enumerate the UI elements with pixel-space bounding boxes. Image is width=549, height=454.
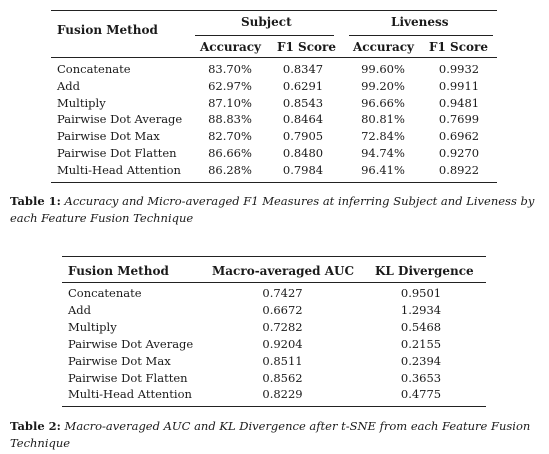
method-cell: Pairwise Dot Flatten bbox=[68, 370, 188, 385]
caption-label: Table 2: bbox=[10, 419, 61, 433]
method-cell: Add bbox=[57, 78, 81, 93]
kl-divergence-cell: 0.2155 bbox=[400, 336, 442, 351]
header-macro-auc: Macro-averaged AUC bbox=[212, 264, 355, 278]
header-fusion-method: Fusion Method bbox=[68, 264, 169, 278]
macro-auc-cell: 0.8511 bbox=[262, 353, 303, 368]
bottom-rule bbox=[51, 182, 497, 184]
liveness-f1-cell: 0.9270 bbox=[438, 146, 480, 160]
subject-accuracy-cell: 88.83% bbox=[208, 112, 252, 127]
method-cell: Concatenate bbox=[68, 286, 142, 300]
liveness-cmidrule bbox=[349, 35, 493, 36]
liveness-f1-cell: 0.9911 bbox=[438, 78, 480, 93]
table-1-caption: Table 1: Accuracy and Micro-averaged F1 … bbox=[10, 193, 543, 227]
method-cell: Multi-Head Attention bbox=[57, 162, 181, 177]
subject-cmidrule bbox=[195, 35, 334, 36]
header-subject: Subject bbox=[241, 15, 292, 29]
subject-f1-cell: 0.8347 bbox=[282, 62, 324, 76]
subject-f1-cell: 0.7984 bbox=[282, 162, 324, 177]
macro-auc-cell: 0.7282 bbox=[262, 319, 303, 334]
kl-divergence-cell: 1.2934 bbox=[400, 302, 442, 317]
kl-divergence-cell: 0.2394 bbox=[400, 353, 442, 368]
liveness-f1-cell: 0.9932 bbox=[438, 62, 480, 76]
method-cell: Multi-Head Attention bbox=[68, 387, 192, 402]
header-liveness-f1: F1 Score bbox=[429, 40, 488, 54]
macro-auc-cell: 0.9204 bbox=[262, 336, 303, 351]
kl-divergence-cell: 0.3653 bbox=[400, 370, 442, 385]
header-rule bbox=[51, 57, 497, 58]
subject-accuracy-cell: 62.97% bbox=[208, 78, 252, 93]
macro-auc-cell: 0.8562 bbox=[262, 370, 303, 385]
liveness-accuracy-cell: 96.66% bbox=[361, 95, 405, 110]
liveness-f1-cell: 0.6962 bbox=[438, 129, 480, 144]
header-liveness-accuracy: Accuracy bbox=[353, 40, 415, 54]
top-rule bbox=[62, 256, 486, 258]
method-cell: Pairwise Dot Max bbox=[68, 353, 171, 368]
liveness-accuracy-cell: 72.84% bbox=[361, 129, 405, 144]
method-cell: Concatenate bbox=[57, 62, 131, 76]
subject-f1-cell: 0.8480 bbox=[282, 146, 324, 160]
kl-divergence-cell: 0.5468 bbox=[400, 319, 442, 334]
method-cell: Multiply bbox=[57, 95, 106, 110]
liveness-accuracy-cell: 99.20% bbox=[361, 78, 405, 93]
subject-accuracy-cell: 86.28% bbox=[208, 162, 252, 177]
caption-label: Table 1: bbox=[10, 194, 61, 208]
macro-auc-cell: 0.8229 bbox=[262, 387, 303, 402]
header-subject-f1: F1 Score bbox=[277, 40, 336, 54]
caption-text: Macro-averaged AUC and KL Divergence aft… bbox=[10, 419, 531, 450]
subject-f1-cell: 0.8464 bbox=[282, 112, 324, 127]
method-cell: Pairwise Dot Average bbox=[68, 336, 194, 351]
top-rule bbox=[51, 10, 497, 12]
caption-text: Accuracy and Micro-averaged F1 Measures … bbox=[10, 194, 535, 225]
subject-accuracy-cell: 87.10% bbox=[208, 95, 252, 110]
table-2-caption: Table 2: Macro-averaged AUC and KL Diver… bbox=[10, 418, 543, 452]
liveness-accuracy-cell: 80.81% bbox=[361, 112, 405, 127]
method-cell: Multiply bbox=[68, 319, 117, 334]
subject-f1-cell: 0.6291 bbox=[282, 78, 324, 93]
method-cell: Pairwise Dot Average bbox=[57, 112, 183, 127]
method-cell: Pairwise Dot Max bbox=[57, 129, 160, 144]
liveness-accuracy-cell: 99.60% bbox=[361, 62, 405, 76]
liveness-accuracy-cell: 94.74% bbox=[361, 146, 405, 160]
header-kl-divergence: KL Divergence bbox=[375, 264, 474, 278]
method-cell: Pairwise Dot Flatten bbox=[57, 146, 177, 160]
kl-divergence-cell: 0.9501 bbox=[400, 286, 442, 300]
subject-accuracy-cell: 83.70% bbox=[208, 62, 252, 76]
header-liveness: Liveness bbox=[391, 15, 449, 29]
subject-f1-cell: 0.8543 bbox=[282, 95, 324, 110]
bottom-rule bbox=[62, 406, 486, 408]
liveness-f1-cell: 0.9481 bbox=[438, 95, 480, 110]
liveness-f1-cell: 0.7699 bbox=[438, 112, 480, 127]
method-cell: Add bbox=[68, 302, 92, 317]
liveness-f1-cell: 0.8922 bbox=[438, 162, 480, 177]
header-subject-accuracy: Accuracy bbox=[200, 40, 262, 54]
subject-accuracy-cell: 82.70% bbox=[208, 129, 252, 144]
header-fusion-method: Fusion Method bbox=[57, 23, 158, 37]
header-rule bbox=[62, 282, 486, 283]
macro-auc-cell: 0.7427 bbox=[262, 286, 303, 300]
liveness-accuracy-cell: 96.41% bbox=[361, 162, 405, 177]
subject-f1-cell: 0.7905 bbox=[282, 129, 324, 144]
macro-auc-cell: 0.6672 bbox=[262, 302, 303, 317]
subject-accuracy-cell: 86.66% bbox=[208, 146, 252, 160]
kl-divergence-cell: 0.4775 bbox=[400, 387, 442, 402]
